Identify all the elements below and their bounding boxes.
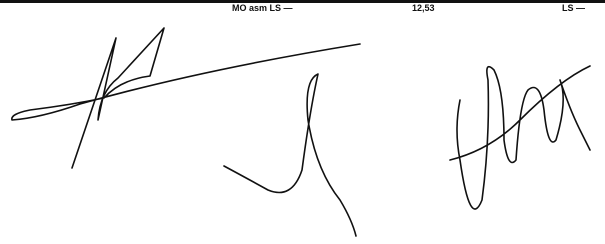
scanned-page: MO asm LS — 12,53 LS —	[0, 0, 605, 244]
header-field: MO asm LS —	[232, 3, 293, 13]
signatures	[0, 0, 605, 244]
signature-middle	[224, 74, 356, 236]
header-field: LS —	[562, 3, 585, 13]
header-field: 12,53	[412, 3, 435, 13]
signature-right	[450, 66, 590, 209]
top-border	[0, 0, 605, 3]
